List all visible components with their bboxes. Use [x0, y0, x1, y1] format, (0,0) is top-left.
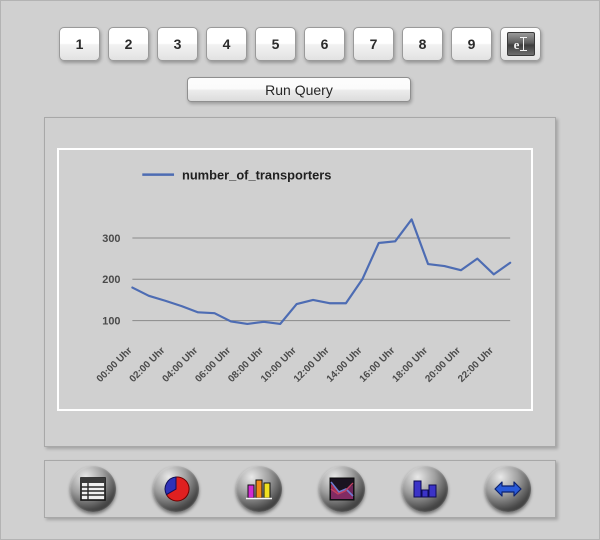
chart-series-line	[131, 218, 512, 325]
run-query-label: Run Query	[265, 81, 333, 98]
histogram-icon	[413, 480, 436, 498]
area-chart-icon	[329, 477, 354, 501]
page-button-7-label: 7	[369, 36, 378, 52]
histogram-button[interactable]	[401, 466, 448, 512]
y-axis-tick-label: 200	[102, 274, 120, 286]
page-button-9[interactable]: 9	[451, 27, 492, 61]
text-cursor-icon	[520, 37, 528, 51]
double-arrow-icon	[493, 481, 522, 497]
legend-label: number_of_transporters	[182, 168, 331, 183]
page-button-9-label: 9	[467, 36, 476, 52]
table-view-button[interactable]	[69, 466, 116, 512]
y-axis-tick-label: 300	[102, 233, 120, 245]
pie-chart-button[interactable]	[152, 466, 199, 512]
page-button-3-label: 3	[173, 36, 182, 52]
y-axis-tick-label: 100	[102, 316, 120, 328]
edit-icon-letter: e	[513, 36, 520, 52]
chart-plot-container: 100 200 300 00:00 Uhr 02:00 Uhr 04:00 Uhr 06:0…	[57, 148, 533, 411]
bar-chart-button[interactable]	[235, 466, 282, 512]
page-button-1-label: 1	[75, 36, 84, 52]
table-view-icon	[79, 477, 106, 501]
page-button-2-label: 2	[124, 36, 133, 52]
page-button-5-label: 5	[271, 36, 280, 52]
page-button-8[interactable]: 8	[402, 27, 443, 61]
x-axis-tick-label: 22:00 Uhr	[456, 345, 496, 385]
page-button-6[interactable]: 6	[304, 27, 345, 61]
page-button-3[interactable]: 3	[157, 27, 198, 61]
page-button-toolbar: 1 2 3 4 5 6 7 8 9 e	[59, 27, 541, 61]
area-chart-button[interactable]	[318, 466, 365, 512]
pie-chart-icon	[164, 476, 190, 502]
edit-text-icon: e	[506, 32, 535, 56]
edit-query-button[interactable]: e	[500, 27, 541, 61]
expand-button[interactable]	[484, 466, 531, 512]
view-type-toolbar	[44, 460, 556, 518]
chart-panel: 100 200 300 00:00 Uhr 02:00 Uhr 04:00 Uhr 06:0…	[44, 117, 556, 447]
bar-chart-icon	[245, 479, 272, 500]
page-button-6-label: 6	[320, 36, 329, 52]
page-button-2[interactable]: 2	[108, 27, 149, 61]
page-button-4[interactable]: 4	[206, 27, 247, 61]
page-button-8-label: 8	[418, 36, 427, 52]
run-query-button[interactable]: Run Query	[187, 77, 411, 102]
page-button-1[interactable]: 1	[59, 27, 100, 61]
page-button-4-label: 4	[222, 36, 231, 52]
page-button-5[interactable]: 5	[255, 27, 296, 61]
page-button-7[interactable]: 7	[353, 27, 394, 61]
